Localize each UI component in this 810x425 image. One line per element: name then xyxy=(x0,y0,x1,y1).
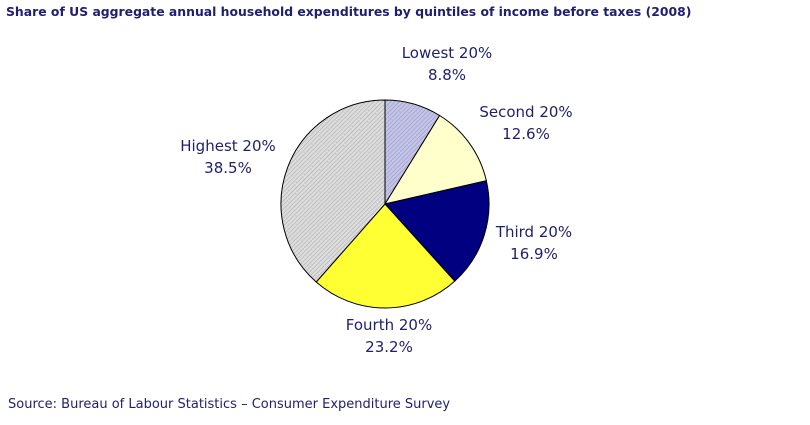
pie-slices xyxy=(280,99,490,309)
slice-third-20 xyxy=(384,180,490,282)
slice-value-second-20: 12.6% xyxy=(502,125,550,143)
slice-label-highest-20: Highest 20% xyxy=(180,137,276,155)
slice-label-fourth-20: Fourth 20% xyxy=(346,316,432,334)
slice-value-fourth-20: 23.2% xyxy=(365,338,413,356)
slice-value-highest-20: 38.5% xyxy=(204,159,252,177)
slice-label-second-20: Second 20% xyxy=(479,103,572,121)
slice-label-lowest-20: Lowest 20% xyxy=(402,44,493,62)
slice-label-third-20: Third 20% xyxy=(495,223,572,241)
chart-title: Share of US aggregate annual household e… xyxy=(6,4,692,19)
slice-value-third-20: 16.9% xyxy=(510,245,558,263)
slice-value-lowest-20: 8.8% xyxy=(428,66,466,84)
slice-fourth-20 xyxy=(315,203,456,309)
slice-highest-20 xyxy=(280,99,386,283)
slice-second-20 xyxy=(383,114,487,205)
slice-labels: Lowest 20% 8.8% Second 20% 12.6% Third 20% 16… xyxy=(180,44,572,356)
source-note: Source: Bureau of Labour Statistics – Co… xyxy=(8,397,451,412)
